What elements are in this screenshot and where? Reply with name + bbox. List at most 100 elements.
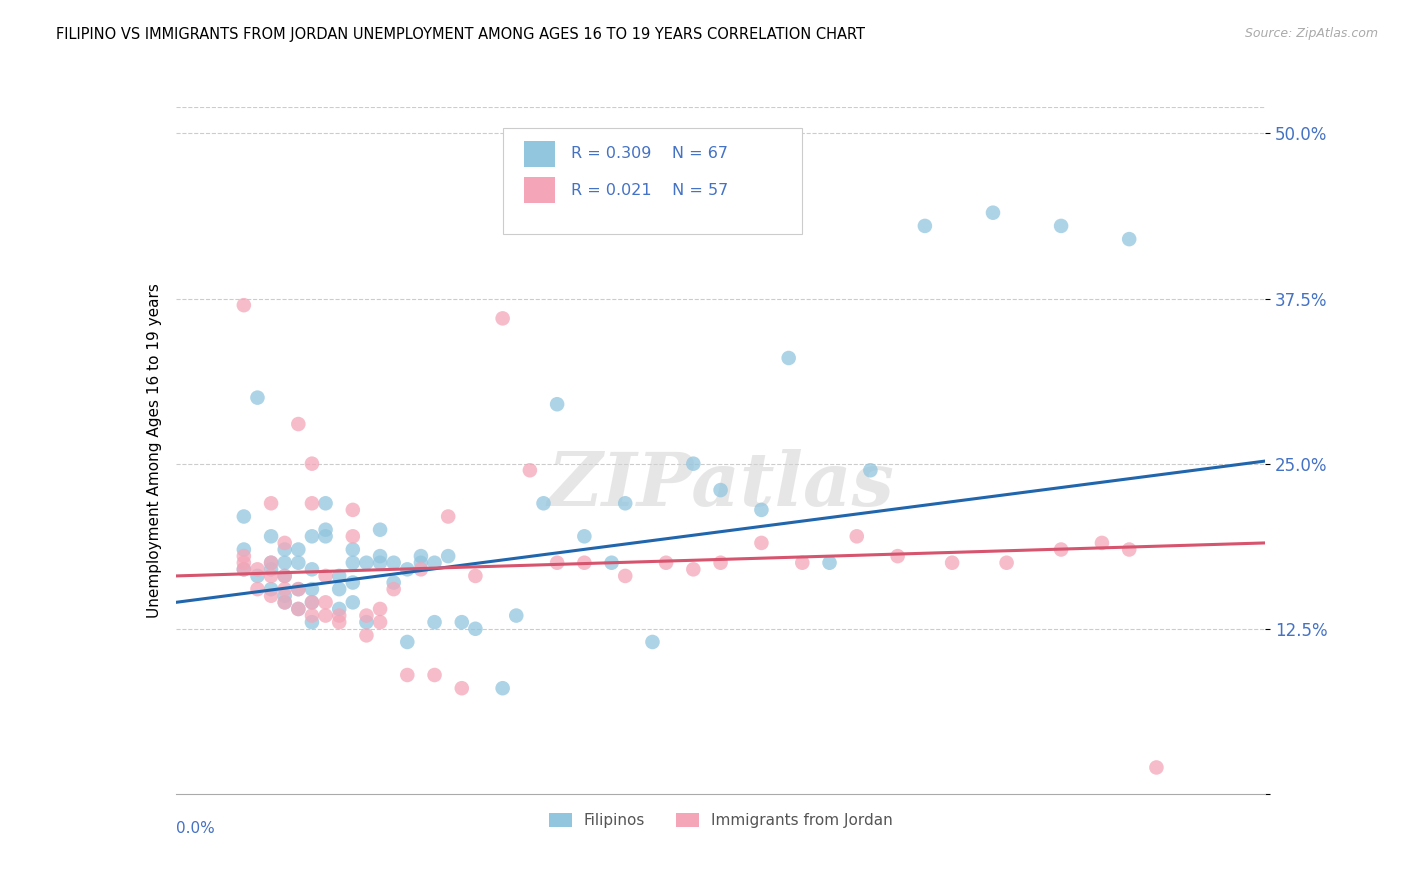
Point [342, 575, 364, 590]
Point [301, 615, 323, 630]
Point [315, 496, 337, 510]
FancyBboxPatch shape [524, 141, 555, 167]
Point [682, 457, 704, 471]
Point [260, 582, 283, 596]
Point [614, 569, 637, 583]
Point [368, 615, 391, 630]
Point [315, 608, 337, 623]
Point [1050, 542, 1073, 557]
Point [382, 556, 405, 570]
Point [437, 549, 460, 563]
Point [232, 509, 254, 524]
Point [301, 562, 323, 576]
Point [260, 496, 283, 510]
Point [423, 556, 446, 570]
Point [274, 595, 297, 609]
Point [778, 351, 800, 365]
Point [315, 523, 337, 537]
Point [260, 556, 283, 570]
Point [914, 219, 936, 233]
Point [315, 595, 337, 609]
Point [546, 397, 568, 411]
Point [274, 589, 297, 603]
Point [342, 556, 364, 570]
Point [368, 602, 391, 616]
Point [356, 608, 378, 623]
Point [301, 608, 323, 623]
Point [315, 529, 337, 543]
Point [396, 668, 419, 682]
Point [600, 556, 623, 570]
Point [287, 582, 309, 596]
Point [396, 562, 419, 576]
Point [1118, 542, 1140, 557]
Point [301, 496, 323, 510]
Point [232, 542, 254, 557]
Point [260, 569, 283, 583]
Point [232, 562, 254, 576]
Point [981, 205, 1004, 219]
Point [356, 615, 378, 630]
Point [246, 391, 269, 405]
Point [301, 529, 323, 543]
Text: 0.0%: 0.0% [176, 822, 215, 837]
Point [423, 668, 446, 682]
Point [818, 556, 841, 570]
Point [287, 542, 309, 557]
Point [356, 628, 378, 642]
Text: FILIPINO VS IMMIGRANTS FROM JORDAN UNEMPLOYMENT AMONG AGES 16 TO 19 YEARS CORREL: FILIPINO VS IMMIGRANTS FROM JORDAN UNEMP… [56, 27, 865, 42]
Point [232, 562, 254, 576]
Point [886, 549, 908, 563]
Point [655, 556, 678, 570]
Point [328, 602, 350, 616]
Point [574, 556, 596, 570]
Point [368, 523, 391, 537]
Point [260, 589, 283, 603]
Point [274, 569, 297, 583]
Point [995, 556, 1018, 570]
Point [274, 536, 297, 550]
Point [492, 681, 515, 696]
Point [246, 562, 269, 576]
Point [941, 556, 963, 570]
Point [710, 483, 733, 497]
Point [246, 569, 269, 583]
Point [342, 595, 364, 609]
Point [274, 595, 297, 609]
Point [356, 556, 378, 570]
Point [328, 582, 350, 596]
Point [246, 582, 269, 596]
Point [859, 463, 882, 477]
Point [260, 529, 283, 543]
Point [342, 542, 364, 557]
Point [301, 582, 323, 596]
Legend: Filipinos, Immigrants from Jordan: Filipinos, Immigrants from Jordan [543, 807, 898, 834]
Point [614, 496, 637, 510]
Point [792, 556, 814, 570]
Point [274, 582, 297, 596]
Point [845, 529, 868, 543]
Point [328, 569, 350, 583]
Point [533, 496, 555, 510]
Point [368, 556, 391, 570]
Point [519, 463, 541, 477]
Point [464, 622, 486, 636]
Point [409, 549, 432, 563]
Point [641, 635, 664, 649]
Point [342, 529, 364, 543]
Point [1091, 536, 1114, 550]
Text: ZIPatlas: ZIPatlas [547, 449, 894, 521]
Point [423, 615, 446, 630]
Point [1144, 760, 1167, 774]
Point [301, 595, 323, 609]
Point [409, 562, 432, 576]
Point [396, 635, 419, 649]
Point [232, 298, 254, 312]
Point [287, 602, 309, 616]
Point [450, 681, 472, 696]
Point [315, 569, 337, 583]
Text: R = 0.309    N = 67: R = 0.309 N = 67 [571, 146, 728, 161]
Point [1118, 232, 1140, 246]
Point [287, 582, 309, 596]
Point [274, 556, 297, 570]
